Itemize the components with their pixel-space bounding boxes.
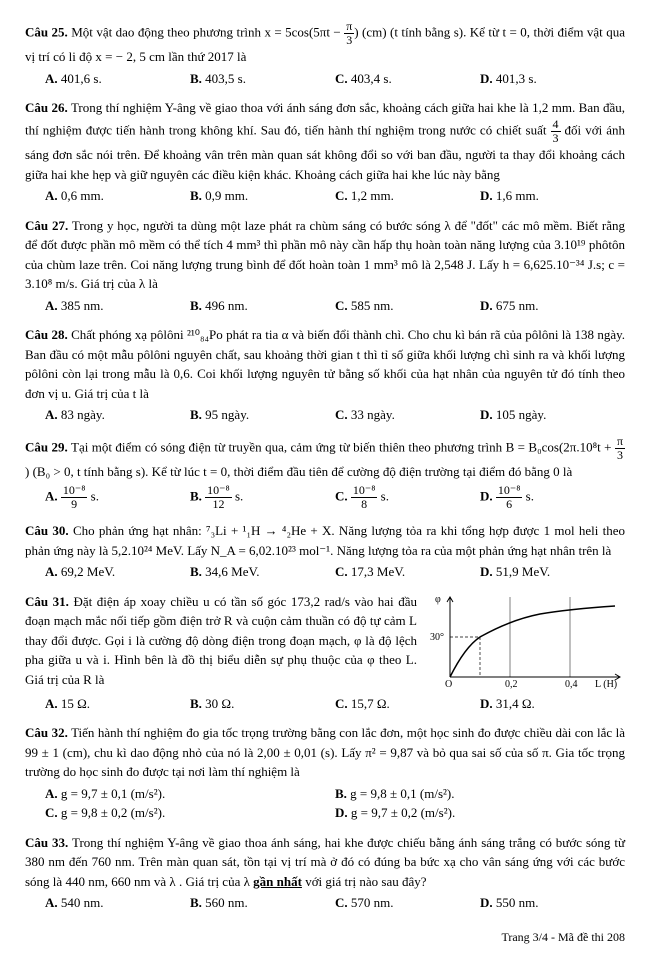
opt-b: B. 403,5 s. — [190, 69, 335, 89]
opt-c: C. 33 ngày. — [335, 405, 480, 425]
opt-d: D. 401,3 s. — [480, 69, 625, 89]
opt-c: C. 15,7 Ω. — [335, 694, 480, 714]
q29-label: Câu 29. — [25, 439, 68, 454]
q31-chart: 30° φ O 0,2 0,4 L (H) — [425, 592, 625, 692]
opt-b: B. 0,9 mm. — [190, 186, 335, 206]
q31-options: A. 15 Ω. B. 30 Ω. C. 15,7 Ω. D. 31,4 Ω. — [45, 694, 625, 714]
opt-a: A. 0,6 mm. — [45, 186, 190, 206]
question-27: Câu 27. Trong y học, người ta dùng một l… — [25, 216, 625, 316]
question-30: Câu 30. Cho phản ứng hạt nhân: ⁷₃Li + ¹₁… — [25, 521, 625, 582]
opt-d: D. 1,6 mm. — [480, 186, 625, 206]
q33-emph: gần nhất — [253, 874, 302, 889]
opt-d: D. 51,9 MeV. — [480, 562, 625, 582]
question-33: Câu 33. Trong thí nghiệm Y-âng về giao t… — [25, 833, 625, 913]
q28-label: Câu 28. — [25, 327, 68, 342]
opt-a: A. 15 Ω. — [45, 694, 190, 714]
question-26: Câu 26. Trong thí nghiệm Y-âng về giao t… — [25, 98, 625, 205]
question-25: Câu 25. Một vật dao động theo phương trì… — [25, 20, 625, 88]
opt-b: B. g = 9,8 ± 0,1 (m/s²). — [335, 784, 625, 804]
page-footer: Trang 3/4 - Mã đề thi 208 — [25, 928, 625, 946]
opt-b: B. 10⁻⁸12 s. — [190, 484, 335, 511]
q25-label: Câu 25. — [25, 25, 68, 40]
q32-text: Tiến hành thí nghiệm đo gia tốc trọng tr… — [25, 725, 625, 779]
q27-options: A. 385 nm. B. 496 nm. C. 585 nm. D. 675 … — [45, 296, 625, 316]
opt-d: D. 10⁻⁸6 s. — [480, 484, 625, 511]
question-32: Câu 32. Tiến hành thí nghiệm đo gia tốc … — [25, 723, 625, 823]
opt-b: B. 95 ngày. — [190, 405, 335, 425]
question-31: Câu 31. Đặt điện áp xoay chiều u có tần … — [25, 592, 625, 714]
opt-a: A. g = 9,7 ± 0,1 (m/s²). — [45, 784, 335, 804]
opt-c: C. 1,2 mm. — [335, 186, 480, 206]
origin-label: O — [445, 679, 452, 690]
opt-c: C. 17,3 MeV. — [335, 562, 480, 582]
q30-options: A. 69,2 MeV. B. 34,6 MeV. C. 17,3 MeV. D… — [45, 562, 625, 582]
question-29: Câu 29. Tại một điểm có sóng điện từ tru… — [25, 435, 625, 511]
opt-c: C. 403,4 s. — [335, 69, 480, 89]
frac-pi-3-b: π3 — [615, 435, 625, 462]
q27-text: Trong y học, người ta dùng một laze phát… — [25, 218, 625, 292]
opt-a: A. 10⁻⁸9 s. — [45, 484, 190, 511]
q25-options: A. 401,6 s. B. 403,5 s. C. 403,4 s. D. 4… — [45, 69, 625, 89]
opt-d: D. 105 ngày. — [480, 405, 625, 425]
q29-options: A. 10⁻⁸9 s. B. 10⁻⁸12 s. C. 10⁻⁸8 s. D. … — [45, 484, 625, 511]
opt-c: C. 10⁻⁸8 s. — [335, 484, 480, 511]
q26-label: Câu 26. — [25, 100, 68, 115]
q27-label: Câu 27. — [25, 218, 68, 233]
xtick-04: 0,4 — [565, 679, 578, 690]
q33-text2: với giá trị nào sau đây? — [302, 874, 427, 889]
ylabel-phi: φ — [435, 594, 441, 605]
opt-a: A. 69,2 MeV. — [45, 562, 190, 582]
opt-c: C. g = 9,8 ± 0,2 (m/s²). — [45, 803, 335, 823]
q31-label: Câu 31. — [25, 594, 69, 609]
frac-4-3: 43 — [551, 118, 561, 145]
ytick-30: 30° — [430, 632, 444, 643]
q28-text: Chất phóng xạ pôlôni ²¹⁰₈₄Po phát ra tia… — [25, 327, 625, 401]
q32-options: A. g = 9,7 ± 0,1 (m/s²). B. g = 9,8 ± 0,… — [45, 784, 625, 823]
opt-a: A. 540 nm. — [45, 893, 190, 913]
opt-a: A. 385 nm. — [45, 296, 190, 316]
opt-b: B. 34,6 MeV. — [190, 562, 335, 582]
frac-pi-3: π3 — [344, 20, 354, 47]
q33-options: A. 540 nm. B. 560 nm. C. 570 nm. D. 550 … — [45, 893, 625, 913]
q30-label: Câu 30. — [25, 523, 69, 538]
q31-text: Đặt điện áp xoay chiều u có tần số góc 1… — [25, 594, 417, 687]
q25-text1: Một vật dao động theo phương trình x = 5… — [71, 25, 344, 40]
q29-text2: ) (B₀ > 0, t tính bằng s). Kể từ lúc t =… — [25, 464, 572, 479]
q26-options: A. 0,6 mm. B. 0,9 mm. C. 1,2 mm. D. 1,6 … — [45, 186, 625, 206]
q30-text: Cho phản ứng hạt nhân: ⁷₃Li + ¹₁H → ⁴₂He… — [25, 523, 625, 558]
opt-b: B. 496 nm. — [190, 296, 335, 316]
opt-d: D. 550 nm. — [480, 893, 625, 913]
q28-options: A. 83 ngày. B. 95 ngày. C. 33 ngày. D. 1… — [45, 405, 625, 425]
opt-d: D. g = 9,7 ± 0,2 (m/s²). — [335, 803, 625, 823]
q29-text1: Tại một điểm có sóng điện từ truyền qua,… — [71, 439, 615, 454]
q26-text1: Trong thí nghiệm Y-âng về giao thoa với … — [25, 100, 625, 137]
opt-d: D. 31,4 Ω. — [480, 694, 625, 714]
xtick-02: 0,2 — [505, 679, 518, 690]
opt-c: C. 585 nm. — [335, 296, 480, 316]
q33-label: Câu 33. — [25, 835, 68, 850]
question-28: Câu 28. Chất phóng xạ pôlôni ²¹⁰₈₄Po phá… — [25, 325, 625, 425]
opt-b: B. 30 Ω. — [190, 694, 335, 714]
opt-b: B. 560 nm. — [190, 893, 335, 913]
opt-a: A. 401,6 s. — [45, 69, 190, 89]
opt-d: D. 675 nm. — [480, 296, 625, 316]
opt-c: C. 570 nm. — [335, 893, 480, 913]
xlabel-L: L (H) — [595, 679, 617, 690]
q32-label: Câu 32. — [25, 725, 68, 740]
opt-a: A. 83 ngày. — [45, 405, 190, 425]
